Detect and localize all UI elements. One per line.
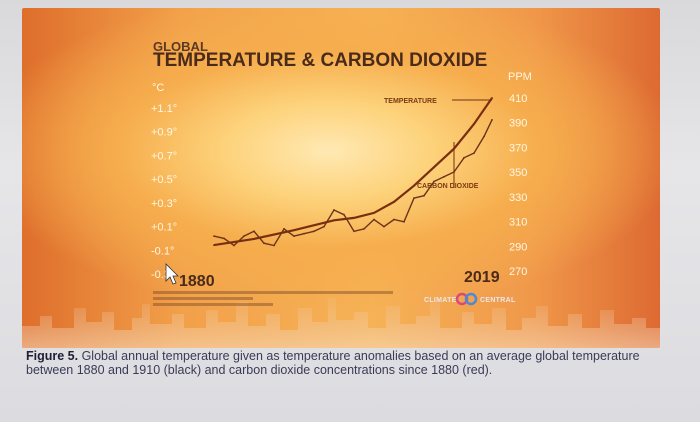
co2-point — [293, 229, 295, 232]
data-points — [213, 97, 493, 247]
temperature-point — [213, 235, 215, 238]
co2-point — [413, 184, 415, 187]
right-tick-label: 390 — [509, 118, 527, 130]
temperature-point — [363, 228, 365, 230]
left-tick-label: +0.3° — [151, 198, 177, 210]
temperature-point — [473, 152, 475, 155]
city-skyline-image — [22, 298, 660, 348]
temperature-point — [463, 156, 465, 159]
co2-point — [333, 219, 335, 222]
co2-point — [373, 212, 375, 214]
co2-point — [433, 166, 435, 169]
cursor-arrow-icon — [165, 263, 179, 285]
right-tick-label: 310 — [509, 217, 527, 229]
figure-caption-label: Figure 5. — [26, 349, 79, 363]
temperature-point — [403, 220, 405, 223]
temperature-point — [413, 197, 415, 200]
co2-series-label: CARBON DIOXIDE — [417, 183, 479, 190]
chart-supertitle: GLOBAL — [153, 39, 208, 54]
temperature-point — [223, 237, 225, 240]
chart-photo: GLOBAL TEMPERATURE & CARBON DIOXIDE °C P… — [22, 8, 660, 348]
left-axis: +1.1°+0.9°+0.7°+0.5°+0.3°+0.1°-0.1°-0.3° — [151, 103, 177, 281]
temperature-point — [253, 230, 255, 233]
co2-point — [491, 97, 493, 99]
temperature-point — [333, 209, 335, 211]
temperature-point — [491, 119, 493, 121]
temperature-point — [263, 242, 265, 245]
chart-title: TEMPERATURE & CARBON DIOXIDE — [153, 50, 487, 71]
co2-point — [253, 238, 255, 240]
co2-point — [213, 244, 215, 247]
right-tick-label: 330 — [509, 192, 527, 204]
temperature-point — [343, 213, 345, 216]
temperature-point — [443, 175, 445, 178]
temperature-point — [233, 244, 235, 247]
right-axis-unit: PPM — [508, 71, 532, 83]
temperature-point — [313, 230, 315, 233]
right-tick-label: 410 — [509, 93, 527, 105]
right-tick-label: 270 — [509, 266, 527, 278]
temperature-point — [353, 230, 355, 233]
left-axis-unit: °C — [152, 82, 164, 94]
temperature-point — [323, 225, 325, 228]
temperature-point — [483, 135, 485, 138]
x-axis-end-label: 2019 — [464, 269, 500, 286]
temperature-point — [373, 218, 375, 221]
logo-ring-icon-right — [464, 292, 478, 306]
right-tick-label: 350 — [509, 167, 527, 179]
climate-central-logo: CLIMATE CENTRAL — [424, 292, 516, 306]
temperature-series-label: TEMPERATURE — [384, 98, 437, 105]
logo-text-left: CLIMATE — [424, 297, 457, 304]
temperature-point — [383, 225, 385, 228]
series-line-carbon-dioxide — [213, 97, 493, 247]
temperature-point — [293, 235, 295, 238]
co2-point — [353, 217, 355, 219]
left-tick-label: +0.1° — [151, 222, 177, 234]
temperature-point — [273, 244, 275, 247]
left-tick-label: -0.1° — [151, 245, 174, 257]
right-tick-label: 370 — [509, 142, 527, 154]
source-fine-print — [153, 291, 393, 306]
logo-text-right: CENTRAL — [480, 297, 516, 304]
temperature-point — [393, 218, 395, 221]
right-axis: 410 390 370 350 330 310 290 270 — [509, 93, 527, 278]
figure-caption: Figure 5. Global annual temperature give… — [26, 349, 676, 377]
right-tick-label: 290 — [509, 241, 527, 253]
temperature-point — [303, 232, 305, 235]
figure-caption-text: Global annual temperature given as tempe… — [26, 349, 640, 377]
temperature-point — [243, 235, 245, 238]
temperature-point — [283, 228, 285, 230]
temperature-point — [423, 194, 425, 197]
left-tick-label: +0.5° — [151, 174, 177, 186]
left-tick-label: +1.1° — [151, 103, 177, 115]
x-axis-start-label: 1880 — [179, 273, 215, 290]
chart: GLOBAL TEMPERATURE & CARBON DIOXIDE °C P… — [151, 39, 532, 306]
co2-point — [473, 123, 475, 125]
co2-point — [393, 200, 395, 203]
left-tick-label: +0.9° — [151, 127, 177, 139]
temperature-point — [433, 180, 435, 183]
left-tick-label: +0.7° — [151, 150, 177, 162]
